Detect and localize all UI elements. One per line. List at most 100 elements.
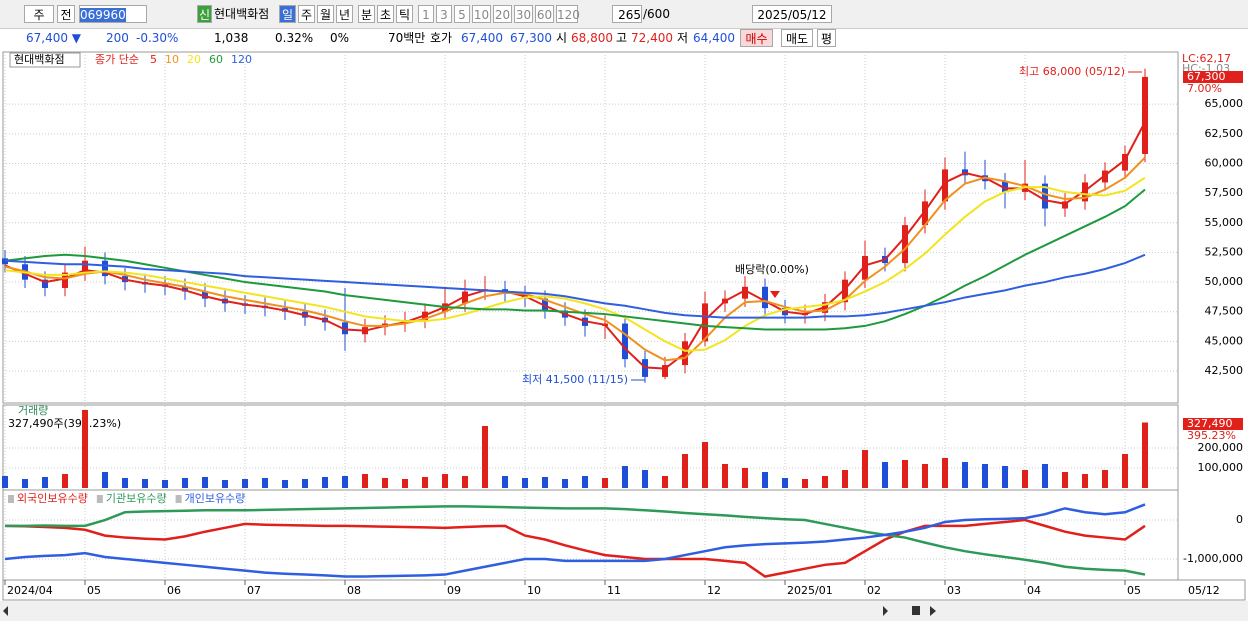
candle-body xyxy=(1142,76,1148,154)
prev-button[interactable]: 전 xyxy=(57,5,75,23)
legend-item: 기관보유수량 xyxy=(106,492,167,505)
volume-bar xyxy=(1102,470,1108,488)
volume-bar xyxy=(1062,472,1068,488)
last-date: 05/12 xyxy=(1188,584,1220,597)
period-button[interactable]: 일 xyxy=(279,5,296,23)
volume-bar xyxy=(422,477,428,488)
volume-bar xyxy=(622,466,628,488)
scroll-left[interactable] xyxy=(3,606,8,616)
candle-body xyxy=(342,322,348,335)
series-line xyxy=(4,188,1146,331)
candle-body xyxy=(202,291,208,299)
period-button[interactable]: 5 xyxy=(454,5,470,23)
change: 200 xyxy=(106,31,129,45)
legend-swatch xyxy=(175,495,182,503)
period-button[interactable]: 월 xyxy=(317,5,334,23)
volume-bar xyxy=(962,462,968,488)
volume-bar xyxy=(1042,464,1048,488)
period-button[interactable]: 1 xyxy=(418,5,434,23)
y-tick-label: 100,000 xyxy=(1198,461,1244,474)
volume-bar xyxy=(682,454,688,488)
volume-bar xyxy=(202,477,208,488)
candle-body xyxy=(942,169,948,202)
x-tick-label: 2024/04 xyxy=(7,584,53,597)
candle-body xyxy=(862,255,868,280)
high-annotation: 최고 68,000 (05/12) xyxy=(1019,65,1125,78)
legend-title: 현대백화점 xyxy=(14,53,65,66)
candle-body xyxy=(902,225,908,264)
scroll-right[interactable] xyxy=(883,606,888,616)
code-text: 069960 xyxy=(80,8,126,22)
candle-body xyxy=(1042,183,1048,209)
period-button[interactable]: 틱 xyxy=(396,5,413,23)
x-tick-label: 11 xyxy=(607,584,621,597)
volume-bar xyxy=(382,478,388,488)
y-tick-label: 57,500 xyxy=(1205,186,1244,199)
legend-swatch xyxy=(96,495,103,503)
volume-bar xyxy=(342,476,348,488)
period-button[interactable]: 120 xyxy=(556,5,580,23)
volume-bar xyxy=(362,474,368,488)
volume-subtitle: 327,490주(395.23%) xyxy=(8,417,121,430)
x-tick-label: 05 xyxy=(87,584,101,597)
volume-bar xyxy=(602,478,608,488)
volume-bar xyxy=(102,472,108,488)
period-button[interactable]: 60 xyxy=(535,5,554,23)
buy-button[interactable]: 매수 xyxy=(740,29,773,47)
lc-label: LC:62,17 xyxy=(1182,52,1231,65)
candle-body xyxy=(102,260,108,277)
candle-body xyxy=(702,303,708,342)
period-button[interactable]: 3 xyxy=(436,5,452,23)
series-line xyxy=(4,156,1146,362)
series-line xyxy=(4,121,1146,370)
chart: 현대백화점 종가 단순 최고 68,000 (05/12) 최저 41,500 … xyxy=(0,50,1248,621)
y-tick-label: 62,500 xyxy=(1205,127,1244,140)
y-tick-label: 55,000 xyxy=(1205,216,1244,229)
volume-bar xyxy=(702,442,708,488)
bid-label: 호가 xyxy=(430,31,453,45)
scrollbar[interactable] xyxy=(0,601,1248,621)
volume-bar xyxy=(262,478,268,488)
y-tick-label: 200,000 xyxy=(1198,441,1244,454)
volume-bar xyxy=(522,478,528,488)
sell-button[interactable]: 매도 xyxy=(781,29,813,47)
volume-bar xyxy=(902,460,908,488)
volume-bar xyxy=(282,480,288,488)
candle-body xyxy=(842,279,848,303)
change-label: 7.00% xyxy=(1187,82,1222,95)
x-tick-label: 2025/01 xyxy=(787,584,833,597)
ask: 67,400 xyxy=(461,31,503,45)
x-tick-label: 02 xyxy=(867,584,881,597)
y-tick-label: 0 xyxy=(1236,513,1243,526)
legend-item: 개인보유수량 xyxy=(185,492,246,505)
period-button[interactable]: 초 xyxy=(377,5,394,23)
period-button[interactable]: 분 xyxy=(358,5,375,23)
date-input[interactable]: 2025/05/12 xyxy=(752,5,832,23)
market-select[interactable]: 주 xyxy=(24,5,54,23)
period-button[interactable]: 20 xyxy=(493,5,512,23)
volume-bar xyxy=(802,479,808,488)
series-line xyxy=(4,176,1146,352)
low-label: 저 xyxy=(677,31,689,45)
period-button[interactable]: 30 xyxy=(514,5,533,23)
code-input[interactable]: 069960 xyxy=(79,5,147,23)
candle-body xyxy=(622,323,628,360)
stop-button[interactable] xyxy=(912,606,920,615)
volume-bar xyxy=(242,479,248,488)
volume-bar xyxy=(762,472,768,488)
period-button[interactable]: 10 xyxy=(472,5,491,23)
price-box xyxy=(1183,71,1243,83)
volume-pct: 0.32% xyxy=(275,31,314,45)
volume-bar xyxy=(462,476,468,488)
volume-bar xyxy=(502,476,508,488)
count-input[interactable]: 265 xyxy=(612,5,642,23)
period-button[interactable]: 년 xyxy=(336,5,353,23)
low: 64,400 xyxy=(693,31,735,45)
volume-bar xyxy=(42,477,48,488)
period-button[interactable]: 주 xyxy=(298,5,315,23)
avg-button[interactable]: 평 xyxy=(817,29,836,47)
volume-bar xyxy=(182,478,188,488)
volume: 1,038 xyxy=(214,31,249,45)
play-button[interactable] xyxy=(930,606,936,616)
